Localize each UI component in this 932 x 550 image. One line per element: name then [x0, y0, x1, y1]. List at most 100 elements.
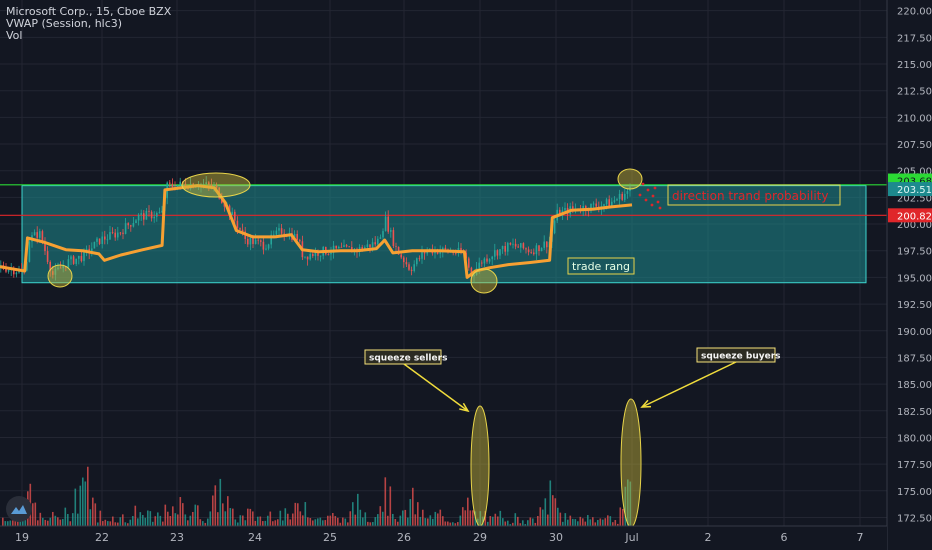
candle-body	[377, 238, 379, 245]
price-tick-label: 215.00	[897, 60, 932, 71]
candle-body	[590, 203, 592, 212]
candle-body	[478, 262, 480, 269]
candle-body	[499, 249, 501, 256]
volume-bar	[459, 515, 462, 526]
time-tick-label: 6	[781, 531, 788, 544]
volume-bar	[499, 510, 502, 526]
volume-bar	[464, 510, 467, 526]
candle-body	[252, 237, 254, 244]
volume-bar	[109, 521, 112, 526]
volume-bar	[139, 512, 142, 526]
candle-body	[5, 268, 7, 272]
volume-bar	[4, 521, 7, 526]
candle-body	[202, 183, 205, 185]
volume-bar	[192, 511, 194, 526]
volume-bar	[287, 513, 289, 526]
volume-bar	[54, 515, 57, 526]
candle-body	[135, 220, 137, 224]
volume-bar	[484, 511, 487, 526]
candle-body	[403, 257, 405, 263]
vwap-line[interactable]	[0, 184, 633, 279]
projection-dots	[638, 182, 662, 210]
direction-annotation-box[interactable]	[667, 184, 841, 206]
volume-bar	[79, 485, 82, 526]
volume-bar	[407, 517, 409, 526]
volume-bar	[59, 519, 62, 526]
squeeze-sellers-volume-ellipse[interactable]	[470, 405, 490, 527]
volume-bar	[442, 516, 444, 526]
volume-bar	[49, 517, 52, 526]
volume-bar	[64, 507, 67, 526]
candle-body	[67, 259, 70, 268]
candle-body	[153, 216, 155, 219]
projection-dot	[641, 182, 645, 186]
trade-range-label-box[interactable]	[567, 257, 635, 275]
low-marker-ellipse[interactable]	[47, 264, 73, 288]
volume-bar	[429, 515, 432, 526]
squeeze-buyers-callout-text: squeeze buyers	[701, 352, 781, 362]
candle-body	[546, 241, 548, 248]
volume-bar	[212, 495, 214, 526]
volume-bar	[164, 504, 167, 526]
volume-bar	[592, 517, 594, 526]
candle-body	[117, 232, 119, 238]
price-axis[interactable]: 172.50 175.00 177.50 180.00 182.50 185.00 187.…	[886, 0, 932, 550]
candle-body	[405, 262, 408, 265]
candle-body	[496, 250, 499, 256]
volume-bar	[117, 522, 119, 526]
high-marker-ellipse[interactable]	[181, 172, 251, 198]
candle-body	[101, 236, 103, 244]
candle-body	[161, 210, 163, 213]
candle-body	[392, 230, 395, 247]
candle-body	[312, 254, 314, 256]
candle-body	[533, 252, 535, 255]
volume-bar	[299, 511, 302, 526]
projection-dot	[658, 206, 662, 210]
candle-body	[330, 252, 332, 255]
time-axis[interactable]: 19 22 23 24 25 26 29 30 Jul 2 6 7	[0, 525, 887, 550]
volume-bar	[207, 518, 209, 526]
candle-body	[525, 248, 527, 250]
volume-bar	[307, 517, 309, 526]
candle-body	[239, 228, 241, 230]
volume-bar	[394, 519, 397, 526]
volume-bar	[69, 521, 72, 526]
candle-body	[119, 232, 122, 234]
candle-body	[522, 243, 525, 249]
candle-body	[335, 245, 337, 249]
volume-bar	[77, 513, 79, 526]
volume-bar	[277, 519, 279, 526]
volume-bar	[519, 523, 522, 526]
time-tick-label: 29	[473, 531, 487, 544]
squeeze-buyers-volume-ellipse[interactable]	[620, 398, 642, 528]
projection-dot	[644, 198, 648, 202]
volume-bar	[339, 522, 342, 526]
price-tick-label: 202.50	[897, 193, 932, 204]
time-tick-label: 19	[15, 531, 29, 544]
candle-body	[613, 200, 616, 202]
volume-bar	[629, 481, 632, 526]
candle-body	[13, 268, 15, 275]
candle-body	[603, 204, 605, 207]
volume-bar	[274, 520, 277, 526]
candle-body	[317, 251, 319, 256]
time-tick-label: 23	[170, 531, 184, 544]
volume-bar	[467, 497, 469, 526]
candle-body	[338, 246, 340, 249]
volume-bar	[99, 510, 102, 526]
tradingview-logo-icon[interactable]	[6, 496, 32, 522]
volume-bar	[344, 518, 347, 526]
low-marker-ellipse[interactable]	[470, 268, 498, 294]
volume-bar	[94, 503, 97, 526]
volume-bar	[47, 520, 49, 526]
volume-bar	[614, 520, 617, 526]
volume-bar	[609, 516, 612, 526]
volume-bar	[497, 516, 499, 526]
squeeze-sellers-callout-arrowhead	[459, 402, 470, 413]
squeeze-sellers-callout-box[interactable]	[364, 349, 442, 365]
price-tag-upper: 203.68	[897, 177, 932, 188]
candle-body	[605, 199, 608, 205]
high-marker-ellipse[interactable]	[617, 168, 643, 190]
volume-bar	[569, 515, 572, 526]
